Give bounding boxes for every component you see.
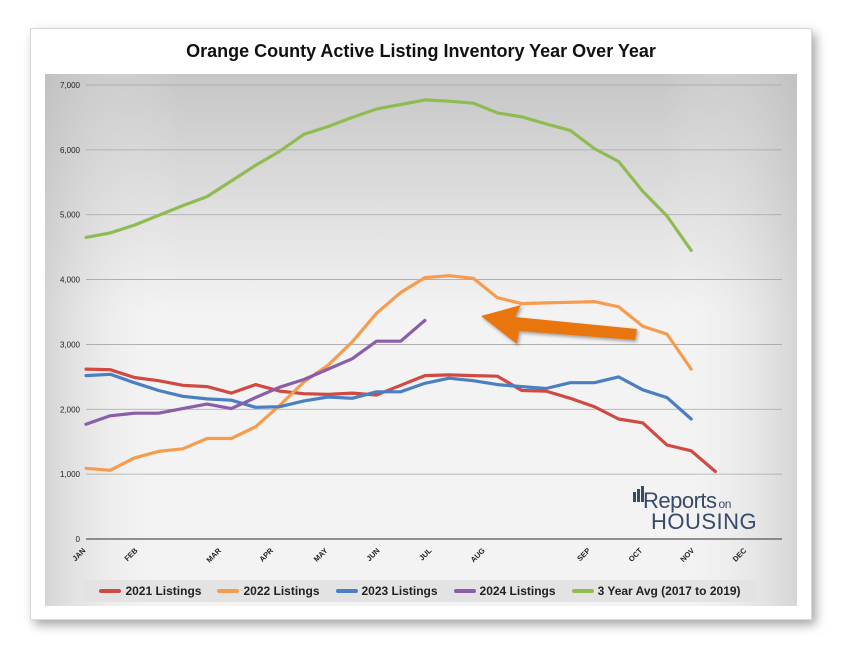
series-line <box>84 274 693 472</box>
y-tick-label: 2,000 <box>60 405 81 414</box>
legend-swatch <box>335 589 358 593</box>
series-lines <box>84 98 717 474</box>
legend-item: 3 Year Avg (2017 to 2019) <box>571 584 741 598</box>
series-line <box>84 98 693 252</box>
legend-label: 2024 Listings <box>479 584 556 598</box>
legend-label: 2023 Listings <box>361 584 438 598</box>
legend-label: 3 Year Avg (2017 to 2019) <box>597 584 741 598</box>
y-axis-ticks: 0 1,000 2,000 3,000 4,000 5,000 6,000 7,000 <box>60 81 81 544</box>
series-line <box>84 367 717 474</box>
y-tick-label: 6,000 <box>60 146 81 155</box>
y-tick-label: 1,000 <box>60 470 81 479</box>
legend-item: 2021 Listings <box>99 584 201 598</box>
y-tick-label: 5,000 <box>60 211 81 220</box>
trend-arrow <box>481 305 637 344</box>
legend-label: 2022 Listings <box>243 584 320 598</box>
legend-item: 2024 Listings <box>453 584 556 598</box>
legend-item: 2022 Listings <box>217 584 320 598</box>
logo-reports-text: Reports on <box>643 488 732 513</box>
y-tick-label: 4,000 <box>60 276 81 285</box>
y-tick-label: 3,000 <box>60 340 81 349</box>
chart-title: Orange County Active Listing Inventory Y… <box>186 41 656 61</box>
logo-mark-icon <box>633 486 644 502</box>
legend-swatch <box>99 589 122 593</box>
y-tick-label: 7,000 <box>60 81 81 90</box>
y-tick-label: 0 <box>76 535 81 544</box>
chart-card: Orange County Active Listing Inventory Y… <box>30 28 812 620</box>
logo-housing-text: HOUSING <box>651 509 758 534</box>
chart-legend: 2021 Listings 2022 Listings 2023 Listings 2… <box>83 580 757 602</box>
reports-on-housing-logo: Reports on HOUSING <box>629 484 769 534</box>
legend-swatch <box>453 589 476 593</box>
logo-on-text: on <box>718 497 732 511</box>
legend-item: 2023 Listings <box>335 584 438 598</box>
legend-swatch <box>571 589 594 593</box>
legend-swatch <box>217 589 240 593</box>
legend-label: 2021 Listings <box>125 584 202 598</box>
series-line <box>84 318 427 426</box>
series-line <box>84 372 693 421</box>
